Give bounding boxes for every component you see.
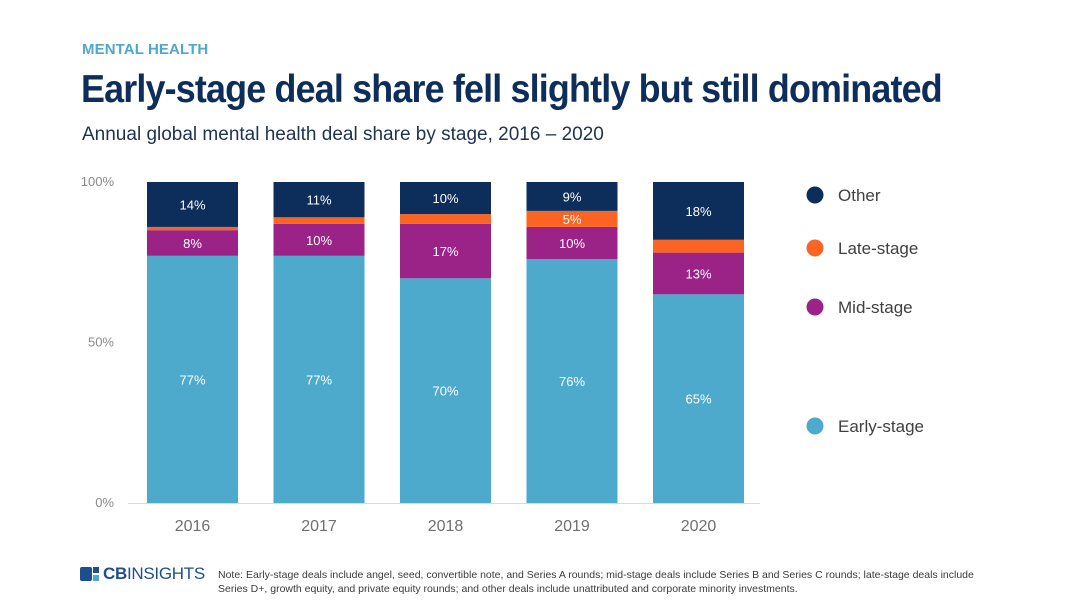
bar-segment-other: [400, 182, 491, 215]
data-label: 10%: [559, 236, 585, 251]
bar-segment-early-stage: [526, 259, 618, 503]
cb-insights-logo: CBINSIGHTS: [80, 564, 205, 584]
bars: 77% 8% 14% 77% 10% 11% 70% 17% 10% 76% 10% 5% 9% 65% 1…: [147, 182, 744, 503]
data-label: 13%: [685, 266, 711, 281]
legend-label: Other: [838, 186, 881, 205]
x-tick-label: 2019: [554, 518, 590, 535]
legend: Other Late-stage Mid-stage Early-stage: [806, 186, 924, 436]
data-label: 77%: [306, 372, 332, 387]
legend-item-other: Other: [806, 186, 881, 205]
legend-label: Late-stage: [838, 239, 918, 258]
bar-stack-2018: 70% 17% 10%: [400, 182, 491, 503]
bar-segment-mid-stage: [526, 226, 618, 260]
chart-kicker: MENTAL HEALTH: [82, 41, 209, 58]
x-tick-label: 2017: [301, 518, 337, 535]
bar-stack-2020: 65% 13% 18%: [653, 182, 744, 503]
data-label: 77%: [179, 372, 205, 387]
x-axis: 2016 2017 2018 2019 2020: [175, 518, 717, 535]
bar-segment-late-stage: [526, 210, 618, 227]
bar-segment-late-stage: [147, 226, 238, 231]
legend-item-mid-stage: Mid-stage: [806, 298, 913, 317]
bar-segment-early-stage: [273, 255, 365, 503]
stacked-bar-chart: 0% 50% 100% 77% 8% 14% 77% 10% 11% 70% 17% 10% 76% 1…: [81, 174, 924, 535]
data-label: 17%: [432, 244, 458, 259]
legend-item-early-stage: Early-stage: [806, 417, 924, 436]
bar-segment-late-stage: [653, 239, 744, 253]
bar-stack-2016: 77% 8% 14%: [147, 182, 238, 503]
chart-subtitle: Annual global mental health deal share b…: [82, 124, 604, 145]
y-tick-label: 50%: [88, 335, 114, 350]
bar-segment-mid-stage: [653, 252, 744, 295]
bar-segment-late-stage: [273, 217, 365, 224]
legend-label: Mid-stage: [838, 298, 913, 317]
bar-segment-mid-stage: [273, 223, 365, 256]
bar-segment-mid-stage: [400, 223, 491, 279]
data-label: 9%: [563, 189, 582, 204]
data-label: 10%: [432, 191, 458, 206]
bar-segment-early-stage: [400, 278, 491, 503]
x-tick-label: 2018: [428, 518, 464, 535]
data-label: 11%: [306, 193, 331, 208]
data-label: 70%: [432, 384, 458, 399]
logo-text: CBINSIGHTS: [103, 564, 205, 583]
legend-label: Early-stage: [838, 417, 924, 436]
bar-stack-2017: 77% 10% 11%: [273, 182, 365, 503]
footnote: Note: Early-stage deals include angel, s…: [218, 569, 974, 595]
y-tick-label: 100%: [81, 174, 115, 189]
y-tick-label: 0%: [95, 495, 114, 510]
bar-segment-early-stage: [653, 294, 744, 503]
data-label: 65%: [685, 392, 711, 407]
x-tick-label: 2020: [681, 518, 717, 535]
legend-item-late-stage: Late-stage: [806, 239, 918, 258]
bar-segment-other: [147, 182, 238, 227]
logo-mark-icon: [80, 567, 100, 581]
legend-swatch-icon: [806, 298, 824, 316]
bar-stack-2019: 76% 10% 5% 9%: [526, 182, 618, 503]
bar-segment-other: [273, 182, 365, 218]
bar-segment-late-stage: [400, 214, 491, 224]
data-label: 5%: [563, 212, 582, 227]
bar-segment-other: [653, 182, 744, 240]
chart-title: Early-stage deal share fell slightly but…: [81, 68, 943, 111]
data-label: 14%: [179, 197, 205, 212]
y-axis: 0% 50% 100%: [81, 174, 115, 510]
legend-swatch-icon: [806, 239, 824, 257]
data-label: 18%: [685, 204, 711, 219]
bar-segment-early-stage: [147, 255, 238, 503]
legend-swatch-icon: [806, 186, 824, 204]
data-label: 10%: [306, 233, 332, 248]
bar-segment-mid-stage: [147, 230, 238, 256]
data-label: 8%: [183, 236, 202, 251]
x-tick-label: 2016: [175, 518, 211, 535]
legend-swatch-icon: [806, 417, 824, 435]
bar-segment-other: [526, 182, 618, 211]
data-label: 76%: [559, 374, 585, 389]
